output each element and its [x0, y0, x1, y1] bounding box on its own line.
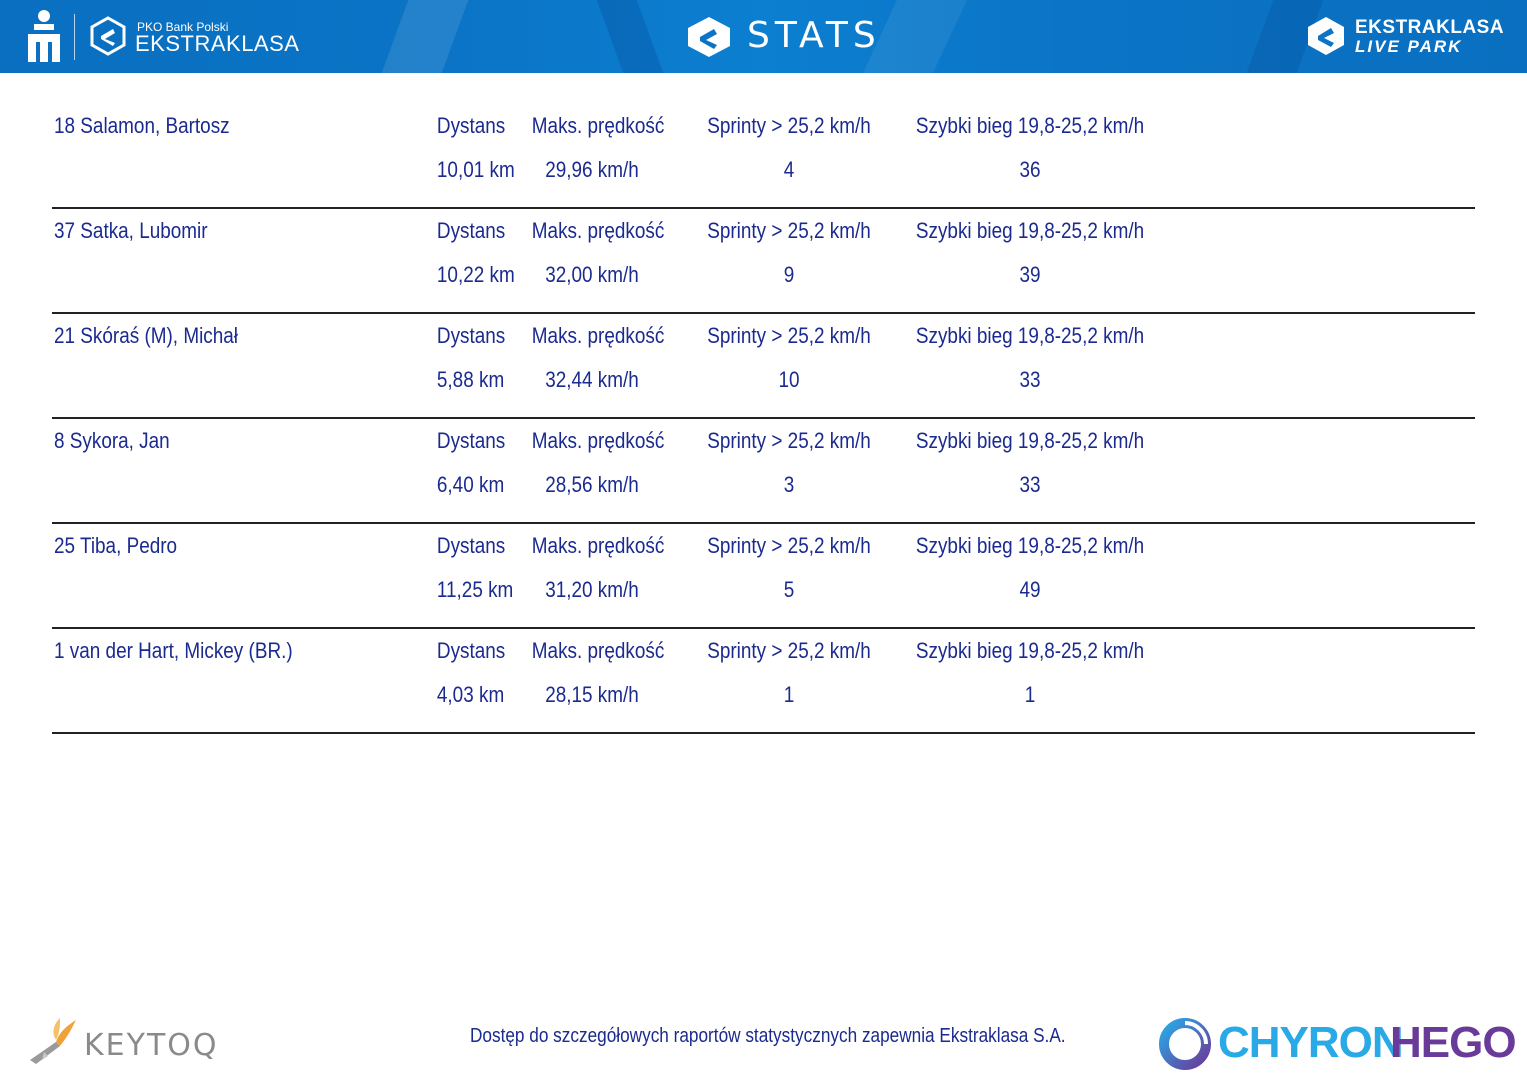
sprints-label: Sprinty > 25,2 km/h	[707, 323, 871, 348]
dystans-value: 10,22 km	[436, 262, 515, 287]
player-row: 21 Skóraś (M), Michał Dystans Maks. pręd…	[52, 314, 1475, 419]
dystans-label: Dystans	[436, 428, 506, 453]
header-bar: PKO Bank Polski EKSTRAKLASA STATS EKSTRA…	[0, 0, 1527, 73]
max-speed-label: Maks. prędkość	[531, 323, 665, 348]
live-park-wordmark-bottom: LIVE PARK	[1355, 37, 1463, 56]
ekstraklasa-e-icon	[688, 17, 730, 57]
fast-run-label: Szybki bieg 19,8-25,2 km/h	[915, 113, 1145, 138]
sprints-value: 1	[783, 682, 795, 707]
max-speed-value: 28,15 km/h	[545, 682, 639, 707]
keytoq-logo-icon	[30, 1018, 76, 1064]
player-stats-list: 18 Salamon, Bartosz Dystans Maks. prędko…	[52, 104, 1475, 734]
dystans-label: Dystans	[436, 113, 506, 138]
sprints-value: 3	[783, 472, 795, 497]
fast-run-value: 36	[1019, 157, 1041, 182]
max-speed-label: Maks. prędkość	[531, 113, 665, 138]
max-speed-label: Maks. prędkość	[531, 533, 665, 558]
fast-run-label: Szybki bieg 19,8-25,2 km/h	[915, 638, 1145, 663]
ekstraklasa-wordmark: EKSTRAKLASA	[135, 31, 300, 56]
dystans-label: Dystans	[436, 218, 506, 243]
player-row: 8 Sykora, Jan Dystans Maks. prędkość Spr…	[52, 419, 1475, 524]
max-speed-value: 29,96 km/h	[545, 157, 639, 182]
player-name: 1 van der Hart, Mickey (BR.)	[54, 638, 293, 663]
dystans-value: 5,88 km	[436, 367, 505, 392]
player-row: 25 Tiba, Pedro Dystans Maks. prędkość Sp…	[52, 524, 1475, 629]
fast-run-label: Szybki bieg 19,8-25,2 km/h	[915, 533, 1145, 558]
sprints-label: Sprinty > 25,2 km/h	[707, 113, 871, 138]
chyronhego-wordmark-chyron: CHYRON	[1218, 1018, 1404, 1067]
header-decor-stripe	[381, 0, 469, 73]
sprints-value: 4	[783, 157, 795, 182]
chyronhego-wordmark-hego: HEGO	[1390, 1018, 1517, 1067]
dystans-value: 10,01 km	[436, 157, 515, 182]
player-row: 18 Salamon, Bartosz Dystans Maks. prędko…	[52, 104, 1475, 209]
sprints-label: Sprinty > 25,2 km/h	[707, 638, 871, 663]
page-title: STATS	[747, 15, 881, 56]
fast-run-label: Szybki bieg 19,8-25,2 km/h	[915, 323, 1145, 348]
chyronhego-logo-icon	[1159, 1018, 1211, 1070]
fast-run-value: 39	[1019, 262, 1041, 287]
live-park-logo-icon	[1308, 17, 1344, 55]
player-name: 8 Sykora, Jan	[54, 428, 170, 453]
max-speed-label: Maks. prędkość	[531, 428, 665, 453]
max-speed-value: 32,00 km/h	[545, 262, 639, 287]
player-row: 37 Satka, Lubomir Dystans Maks. prędkość…	[52, 209, 1475, 314]
fast-run-value: 1	[1024, 682, 1036, 707]
dystans-label: Dystans	[436, 638, 506, 663]
ekstraklasa-logo-icon	[90, 16, 126, 56]
keytoq-wordmark: KEYTOQ	[84, 1028, 219, 1063]
pko-bank-label: PKO Bank Polski	[137, 20, 229, 34]
fast-run-value: 49	[1019, 577, 1041, 602]
fast-run-value: 33	[1019, 367, 1041, 392]
fast-run-value: 33	[1019, 472, 1041, 497]
dystans-value: 6,40 km	[436, 472, 505, 497]
sprints-label: Sprinty > 25,2 km/h	[707, 428, 871, 453]
header-divider	[74, 14, 75, 60]
dystans-value: 11,25 km	[436, 577, 514, 602]
player-name: 25 Tiba, Pedro	[54, 533, 178, 558]
dystans-value: 4,03 km	[436, 682, 505, 707]
player-name: 18 Salamon, Bartosz	[54, 113, 230, 138]
dystans-label: Dystans	[436, 533, 506, 558]
max-speed-value: 31,20 km/h	[545, 577, 639, 602]
dystans-label: Dystans	[436, 323, 506, 348]
max-speed-value: 28,56 km/h	[545, 472, 639, 497]
max-speed-label: Maks. prędkość	[531, 638, 665, 663]
fast-run-label: Szybki bieg 19,8-25,2 km/h	[915, 218, 1145, 243]
sprints-label: Sprinty > 25,2 km/h	[707, 218, 871, 243]
sprints-value: 10	[778, 367, 800, 392]
sprints-value: 5	[783, 577, 795, 602]
fast-run-label: Szybki bieg 19,8-25,2 km/h	[915, 428, 1145, 453]
footer-note: Dostęp do szczegółowych raportów statyst…	[470, 1025, 1066, 1047]
max-speed-value: 32,44 km/h	[545, 367, 639, 392]
player-name: 21 Skóraś (M), Michał	[54, 323, 238, 348]
pko-logo-icon	[28, 10, 60, 62]
max-speed-label: Maks. prędkość	[531, 218, 665, 243]
sprints-value: 9	[783, 262, 795, 287]
header-decor-stripe	[596, 0, 664, 73]
sprints-label: Sprinty > 25,2 km/h	[707, 533, 871, 558]
live-park-wordmark-top: EKSTRAKLASA	[1355, 17, 1505, 38]
player-name: 37 Satka, Lubomir	[54, 218, 208, 243]
player-row: 1 van der Hart, Mickey (BR.) Dystans Mak…	[52, 629, 1475, 734]
